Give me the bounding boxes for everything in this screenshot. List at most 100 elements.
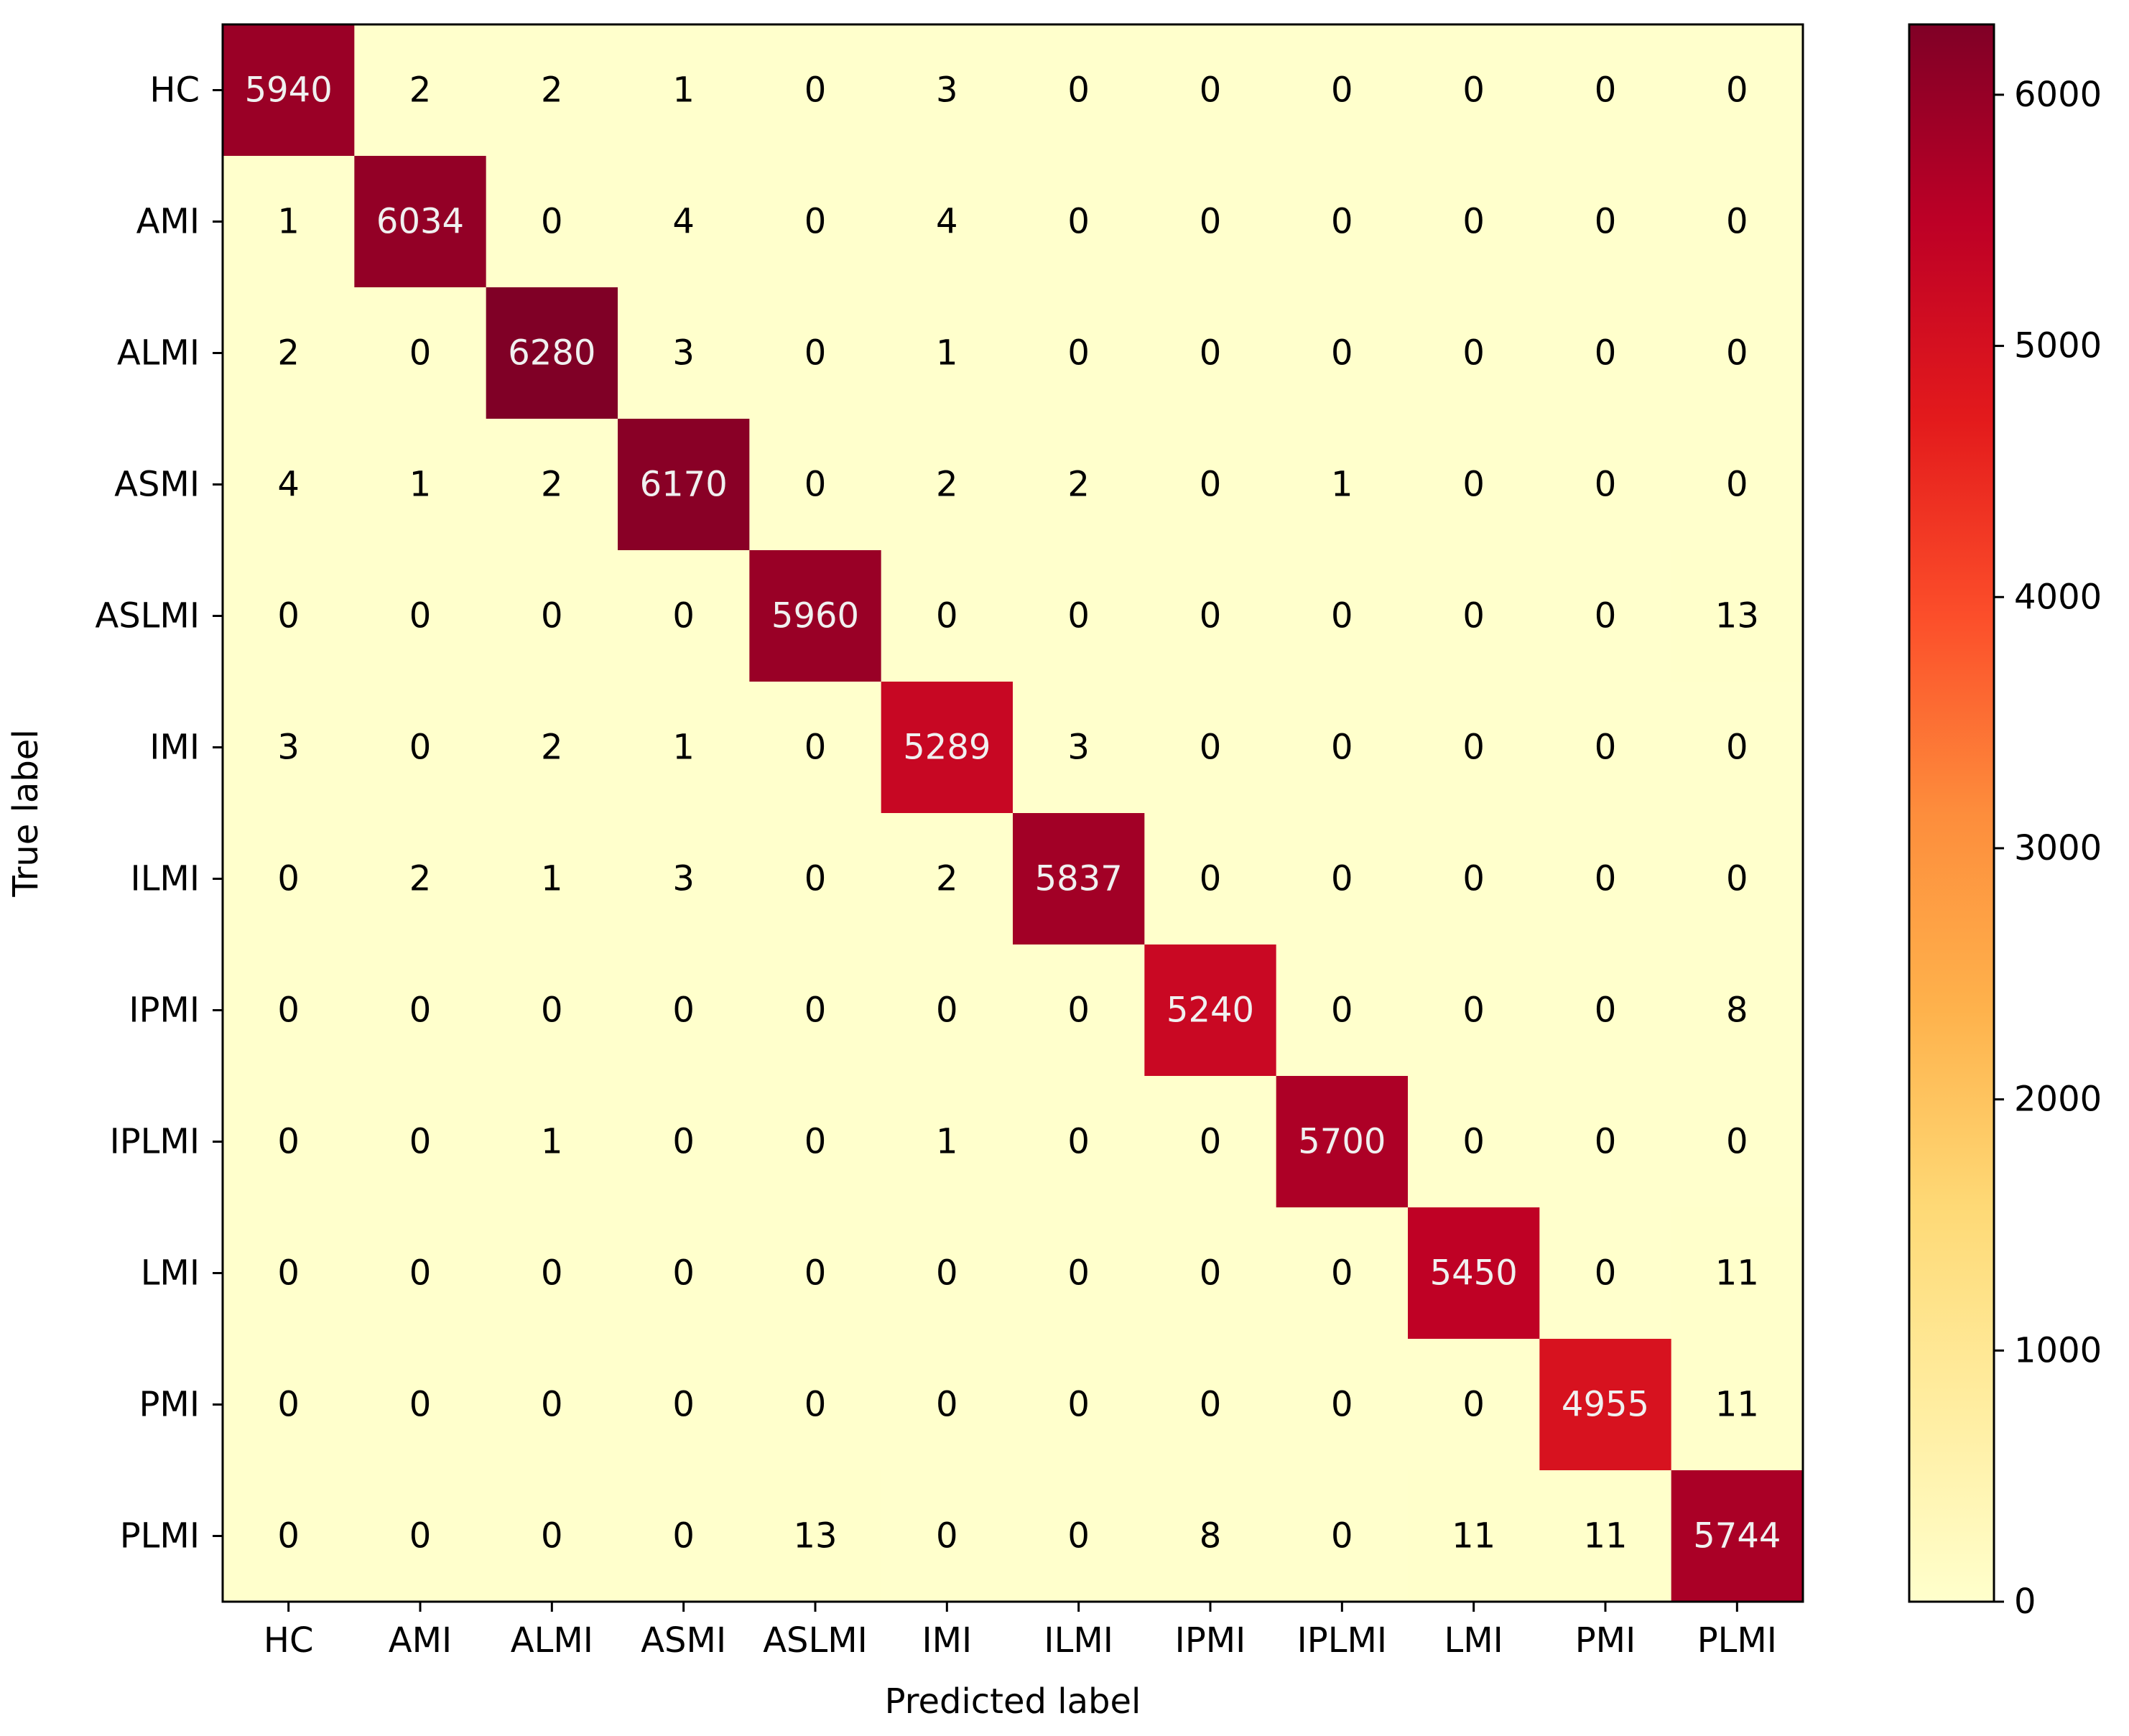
heatmap-cell [749,419,882,551]
heatmap-cell [1013,813,1145,945]
cell-value-label: 0 [1462,859,1485,899]
heatmap-cell [1276,287,1409,419]
cell-value-label: 0 [1200,202,1222,242]
heatmap-cell [486,813,618,945]
cell-value-label: 0 [1331,596,1353,636]
cell-value-label: 6034 [376,202,464,242]
heatmap-cell [1144,682,1277,814]
cell-value-label: 0 [1595,859,1617,899]
heatmap-cell [486,419,618,551]
heatmap-cell [1671,1470,1804,1602]
cell-value-label: 5289 [903,728,991,768]
cell-value-label: 0 [409,596,432,636]
cell-value-label: 0 [1462,1385,1485,1425]
heatmap-cell [618,813,750,945]
heatmap-cell [354,682,487,814]
colorbar-tick-label: 3000 [2014,828,2102,868]
heatmap-cell [354,287,487,419]
heatmap-cell [223,1339,355,1471]
heatmap-cell [486,1076,618,1208]
heatmap-cell [1276,1470,1409,1602]
heatmap-cell [1144,287,1277,419]
cell-value-label: 0 [1726,333,1748,373]
colorbar-frame [1908,23,1995,1603]
heatmap-cell [486,682,618,814]
heatmap-cell [1671,24,1804,157]
cell-value-label: 0 [277,1516,300,1556]
y-tick-label: LMI [141,1253,200,1294]
heatmap-cell [223,550,355,682]
x-tick-label: IPLMI [1297,1620,1387,1661]
cell-value-label: 3 [672,859,695,899]
cell-value-label: 0 [804,1122,827,1162]
heatmap-cell [1539,1470,1672,1602]
heatmap-cell [1276,24,1409,157]
cell-value-label: 0 [1331,859,1353,899]
cell-value-label: 5837 [1035,859,1123,899]
cell-value-label: 0 [277,1253,300,1294]
heatmap-cell [486,24,618,157]
heatmap-cell [1013,1207,1145,1340]
cell-value-label: 1 [672,70,695,111]
cell-value-label: 1 [936,333,958,373]
x-axis-label: Predicted label [885,1681,1141,1722]
cell-value-label: 2 [936,859,958,899]
cell-value-label: 0 [804,990,827,1031]
heatmap-cell [1144,1470,1277,1602]
heatmap-cell [354,1339,487,1471]
x-tick-label: PMI [1575,1620,1636,1661]
cell-value-label: 6170 [640,465,728,505]
cell-value-label: 8 [1200,1516,1222,1556]
heatmap-cell [1013,24,1145,157]
x-tick-label: PLMI [1697,1620,1777,1661]
heatmap-cell [1671,682,1804,814]
heatmap-cell [1408,813,1540,945]
heatmap-cell [1671,1076,1804,1208]
heatmap-cell [749,550,882,682]
x-tick-label: IPMI [1175,1620,1246,1661]
cell-value-label: 5744 [1693,1516,1781,1556]
heatmap-cell [881,287,1014,419]
heatmap-cell [1144,550,1277,682]
y-tick-label: ASMI [114,465,200,505]
heatmap-cell [1013,156,1145,288]
cell-value-label: 0 [1200,728,1222,768]
cell-value-label: 0 [1726,70,1748,111]
cell-value-label: 0 [277,1385,300,1425]
heatmap-cell [618,419,750,551]
heatmap-cell [1671,813,1804,945]
heatmap-cell [881,419,1014,551]
heatmap-cell [1539,419,1672,551]
heatmap-cell [223,287,355,419]
cell-value-label: 13 [793,1516,837,1556]
cell-value-label: 2 [541,728,563,768]
heatmap-cell [1671,1207,1804,1340]
heatmap-cell [881,944,1014,1077]
cell-value-label: 0 [1200,859,1222,899]
cell-value-label: 0 [1726,728,1748,768]
heatmap-cell [486,1339,618,1471]
cell-value-label: 2 [409,70,432,111]
cell-value-label: 0 [804,70,827,111]
cell-value-label: 0 [1067,202,1090,242]
heatmap-cell [1408,944,1540,1077]
heatmap-cell [749,24,882,157]
cell-value-label: 1 [541,859,563,899]
heatmap-cell [1013,419,1145,551]
cell-value-label: 3 [1067,728,1090,768]
cell-value-label: 0 [1462,465,1485,505]
cell-value-label: 0 [936,990,958,1031]
cell-value-label: 0 [409,1122,432,1162]
cell-value-label: 0 [804,465,827,505]
y-tick-label: AMI [136,202,200,242]
heatmap-cell [881,1076,1014,1208]
heatmap-cell [354,156,487,288]
y-tick-label: IPLMI [110,1122,200,1162]
heatmap-cell [486,550,618,682]
heatmap-cell [223,419,355,551]
cell-value-label: 0 [672,1122,695,1162]
cell-value-label: 0 [541,1253,563,1294]
heatmap-cell [1408,419,1540,551]
cell-value-label: 11 [1715,1253,1759,1294]
x-axis-ticks: HC AMI ALMI ASMI ASLMI IMI ILMI IPMI IPLMI LMI PMI… [264,1602,1777,1661]
